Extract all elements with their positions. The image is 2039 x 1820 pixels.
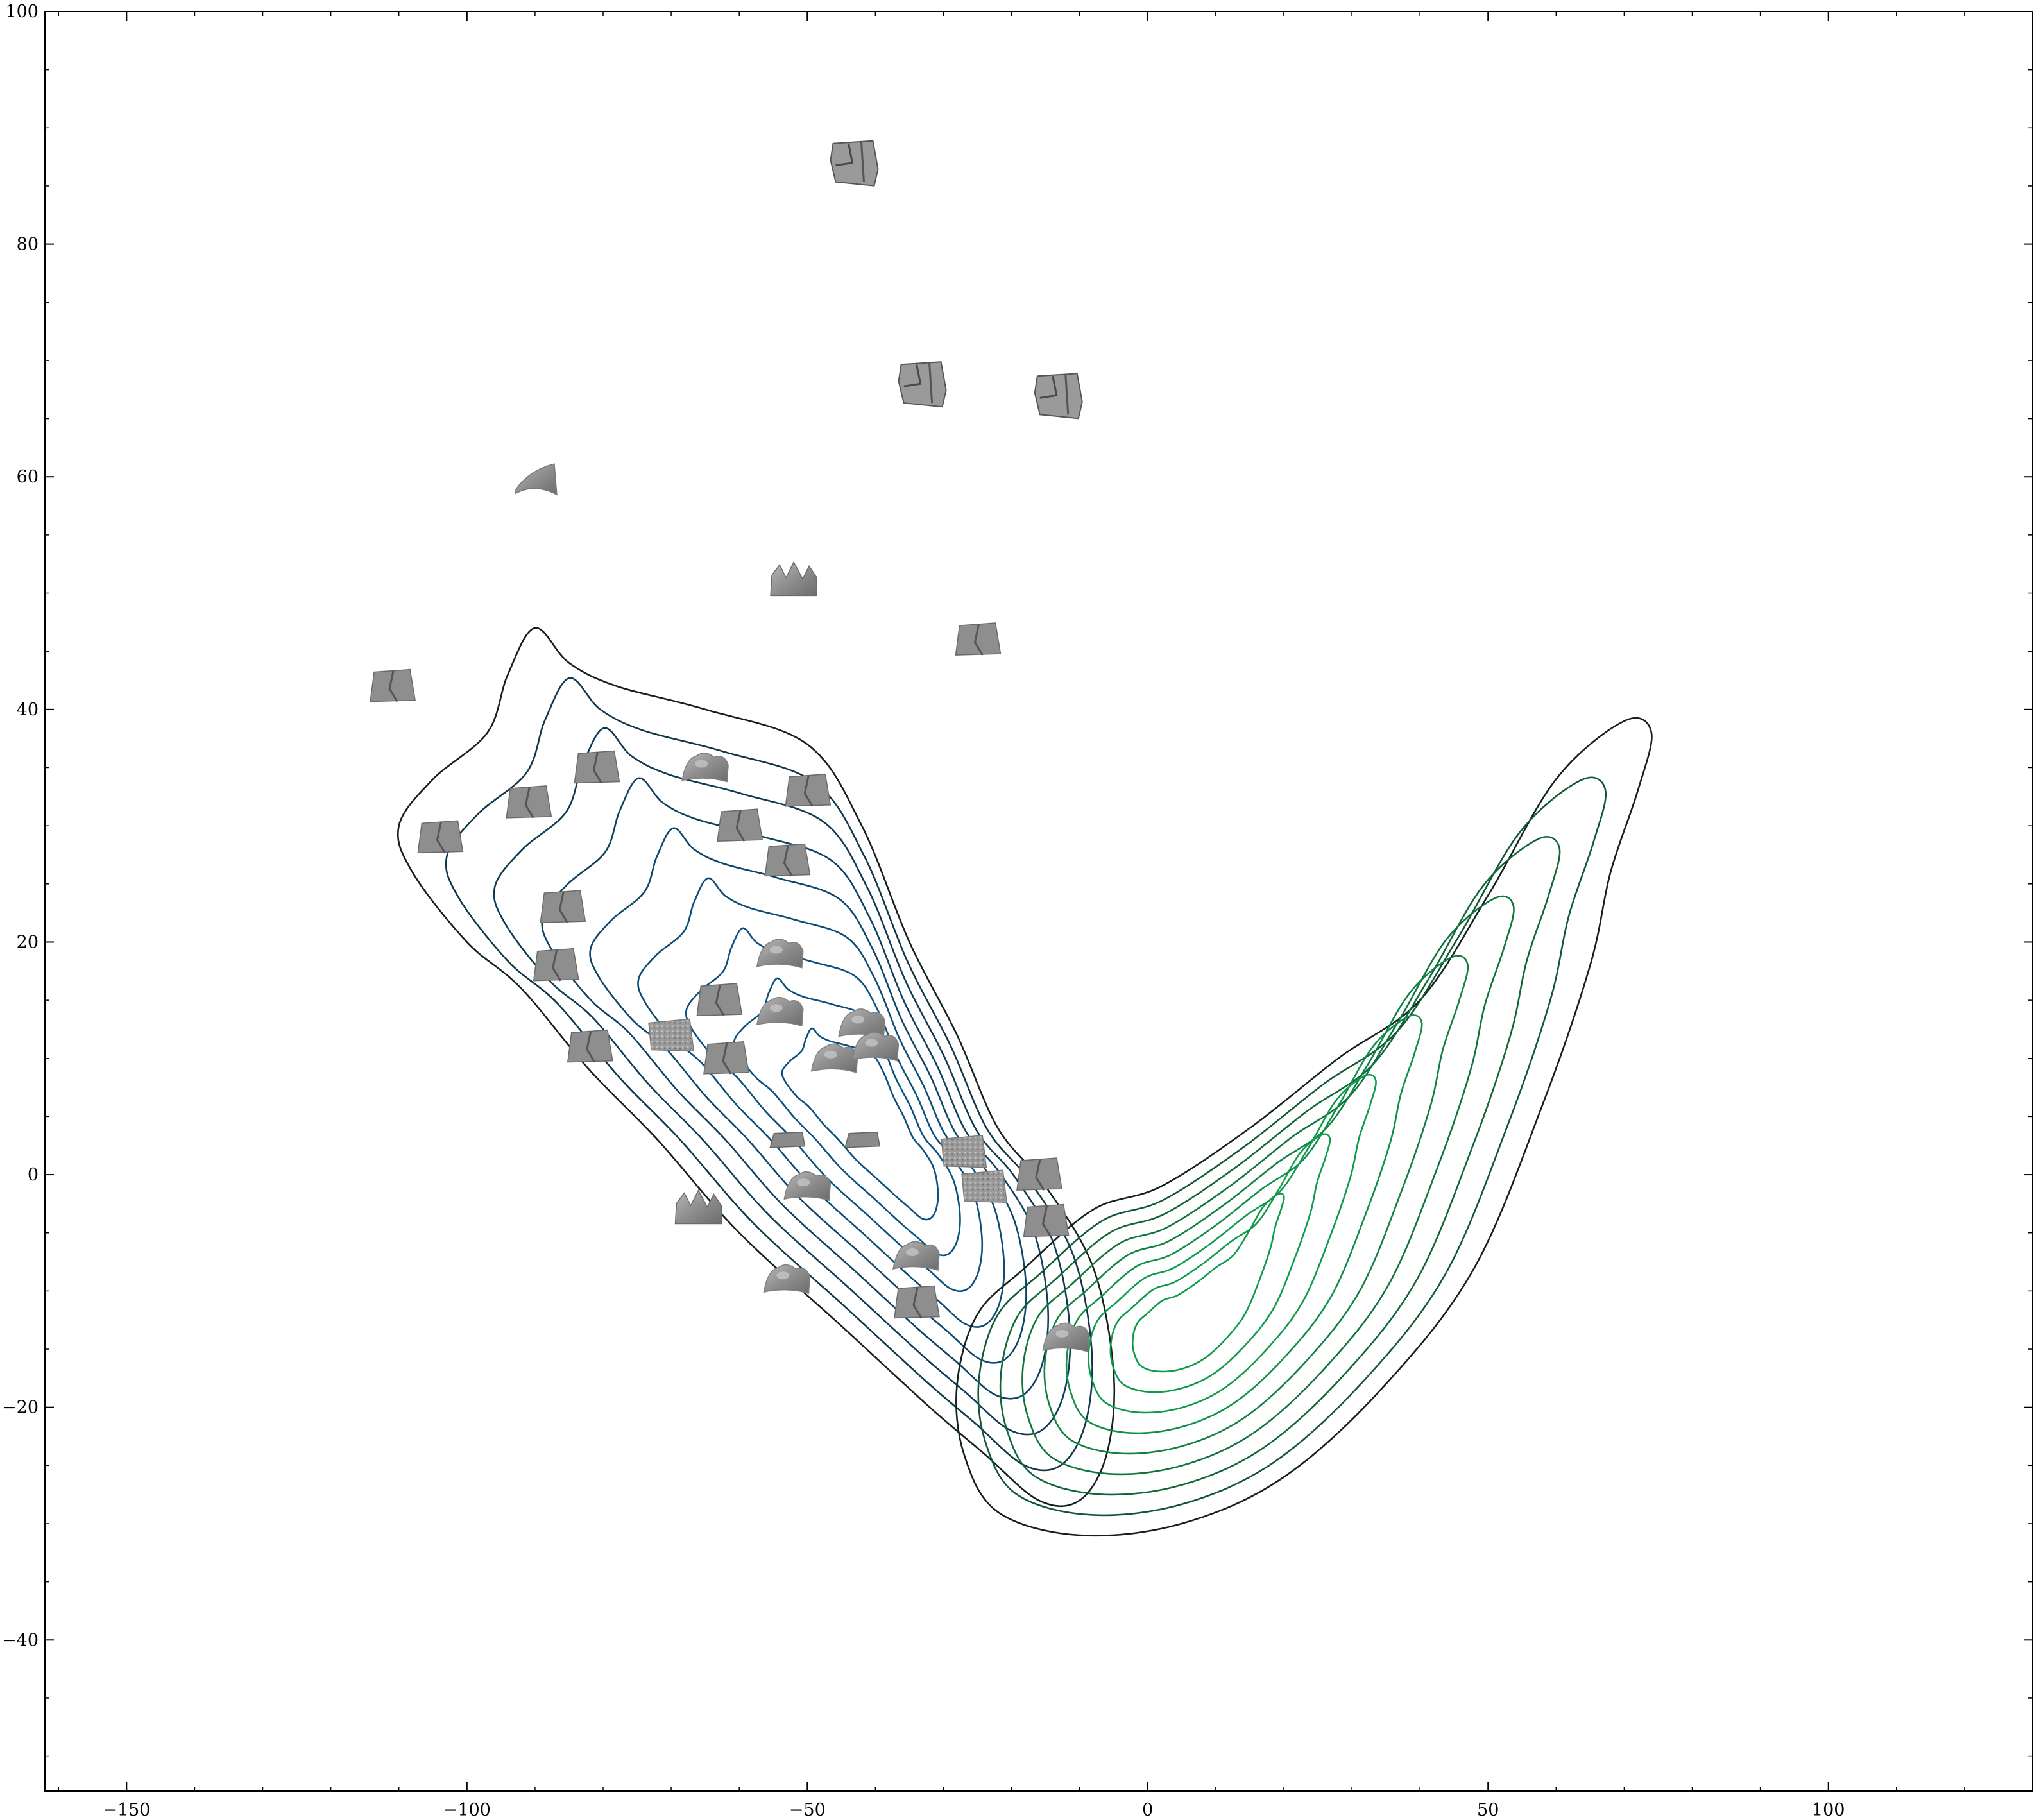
thumbnail-point-34 [892,1241,940,1271]
green-contour-level-2 [977,776,1607,1517]
y-tick-label: −20 [2,1398,38,1418]
thumbnail-point-3 [1034,373,1083,420]
green-contour-level-4 [1021,895,1515,1476]
thumbnail-point-13 [717,808,764,842]
thumbnail-point-1 [830,140,879,187]
thumbnail-point-35 [763,1264,811,1295]
thumbnail-point-4 [515,463,558,496]
thumbnail-point-12 [417,820,464,854]
thumbnail-point-11 [506,785,552,819]
thumbnail-point-19 [756,996,804,1027]
thumbnail-point-27 [844,1131,881,1148]
thumbnail-point-2 [898,361,947,408]
y-tick-label: −40 [2,1630,38,1650]
thumbnail-point-8 [574,750,620,784]
blue-contour-level-8 [733,977,961,1257]
y-tick-label: 80 [17,235,38,255]
thumbnail-point-22 [567,1029,613,1063]
x-axis: −150 −100 −50 0 50 100 [58,12,2033,1820]
x-tick-label: −50 [789,1800,826,1820]
thumbnail-point-18 [696,983,743,1016]
y-tick-label: 0 [28,1165,38,1185]
thumbnail-point-10 [785,774,832,807]
x-tick-label: −150 [103,1800,150,1820]
thumbnail-point-5 [770,561,817,597]
green-contour-level-9 [1131,1193,1285,1373]
blue-contour-level-6 [637,877,1005,1328]
thumbnail-point-23 [703,1041,749,1075]
blue-contour-level-5 [589,827,1027,1364]
thumbnail-point-16 [756,939,804,969]
thumbnail-point-33 [674,1189,722,1225]
x-tick-label: 0 [1142,1800,1153,1820]
y-tick-label: 40 [17,700,38,720]
thumbnail-point-17 [533,948,579,982]
thumbnail-point-30 [783,1171,832,1202]
green-contour-level-6 [1065,1014,1423,1434]
x-tick-label: 50 [1477,1800,1499,1820]
thumbnail-point-26 [769,1131,806,1148]
thumbnail-point-36 [894,1285,940,1319]
blue-contour-level-2 [445,677,1093,1472]
density-contours [397,627,1653,1537]
thumbnail-point-32 [1023,1203,1070,1237]
y-tick-label: 20 [17,932,38,952]
green-contour-level-1 [955,717,1653,1537]
green-contour-level-7 [1088,1073,1377,1414]
green-contour-level-5 [1043,955,1469,1455]
green-contour-level-8 [1109,1133,1331,1393]
thumbnail-point-20 [838,1008,885,1039]
thumbnail-markers [370,140,1090,1352]
blue-contour-level-1 [397,627,1116,1507]
thumbnail-point-14 [764,843,811,877]
thumbnail-point-24 [810,1043,858,1073]
blue-contour-level-3 [493,727,1071,1436]
thumbnail-point-29 [1016,1157,1062,1191]
y-axis: −40 −20 0 20 40 60 80 100 [2,2,2033,1757]
thumbnail-point-15 [540,890,586,923]
blue-contour-level-7 [685,927,984,1293]
thumbnail-point-6 [955,622,1002,656]
y-tick-label: 60 [17,467,38,487]
thumbnail-point-37 [1042,1322,1090,1352]
thumbnail-point-21 [648,1018,694,1052]
x-tick-label: 100 [1812,1800,1845,1820]
x-tick-label: −100 [443,1800,491,1820]
thumbnail-point-31 [961,1169,1007,1203]
thumbnail-point-9 [681,753,729,783]
blue-contour-level-9 [781,1027,939,1221]
green-contour-level-3 [999,836,1561,1496]
plot-frame [44,11,2033,1792]
thumbnail-point-7 [370,668,416,702]
thumbnail-point-25 [851,1032,900,1062]
y-tick-label: 100 [5,2,38,22]
thumbnail-point-28 [941,1134,987,1168]
